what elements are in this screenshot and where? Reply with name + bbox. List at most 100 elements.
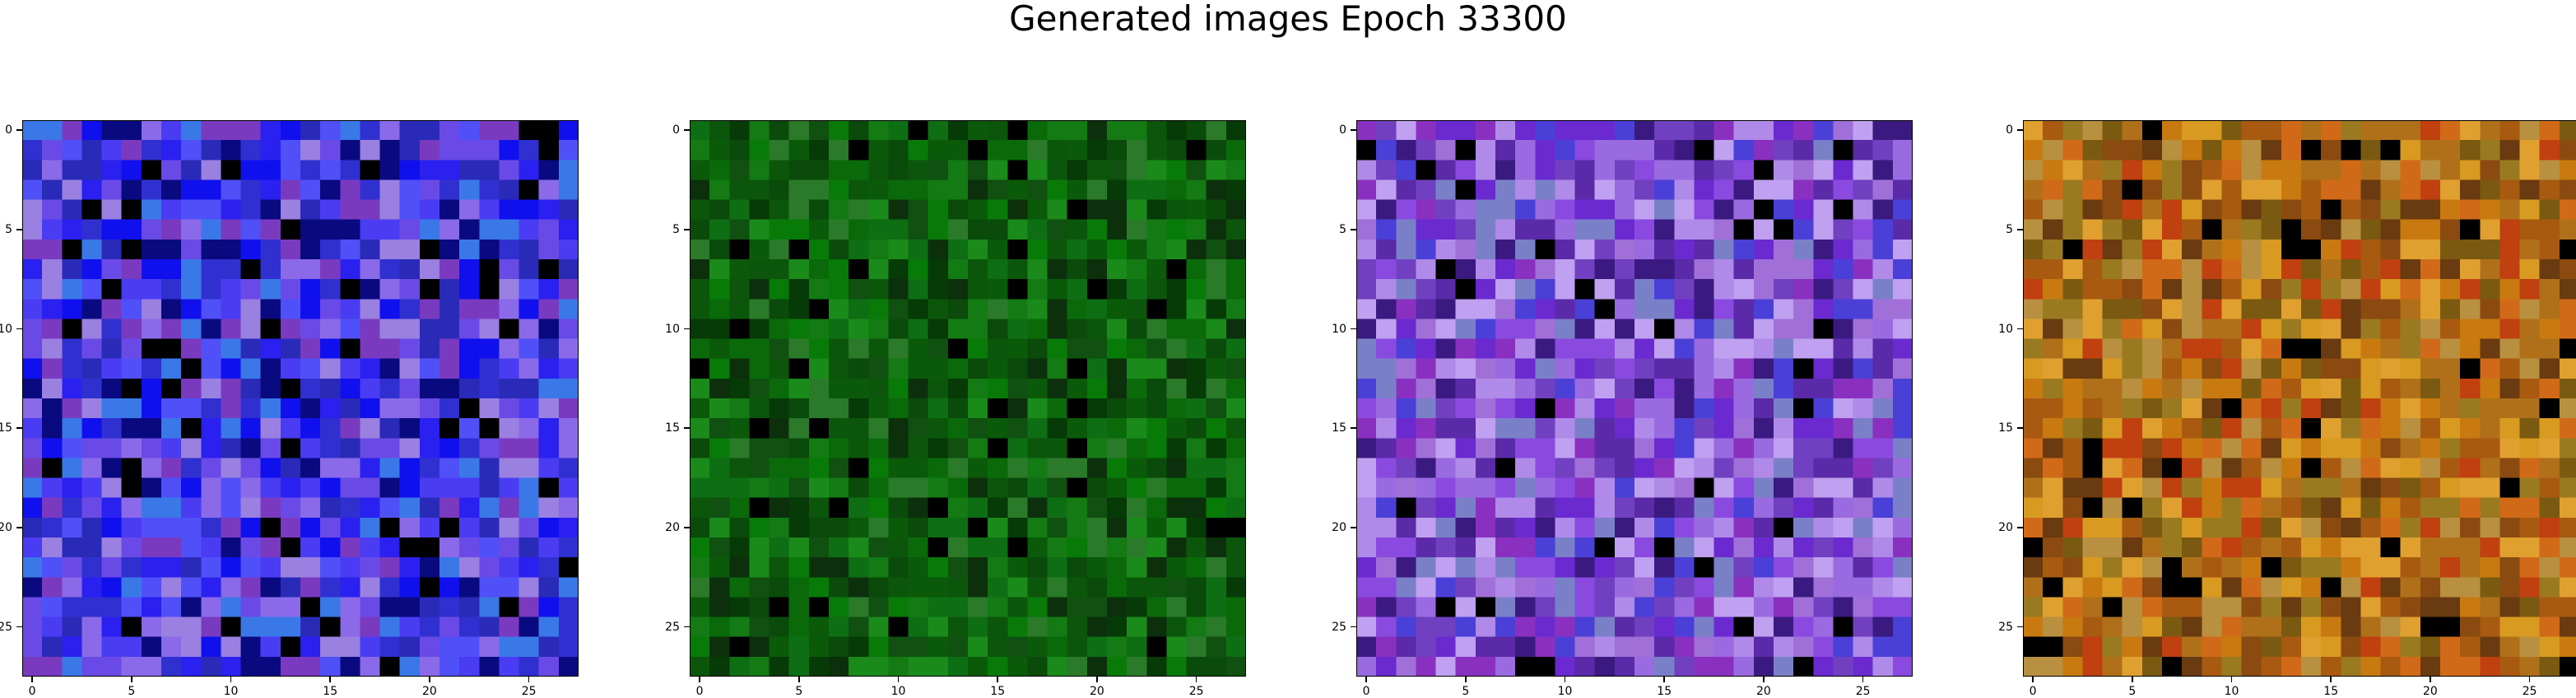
x-tick: [997, 677, 998, 682]
x-tick-label: 5: [1462, 685, 1470, 698]
y-tick: [1351, 129, 1356, 131]
axes-frame: [690, 120, 1246, 677]
y-tick: [684, 427, 690, 429]
x-tick-label: 25: [2522, 685, 2537, 698]
x-tick-label: 20: [2423, 685, 2438, 698]
x-tick-label: 20: [422, 685, 437, 698]
x-tick: [2528, 677, 2531, 682]
y-tick-label: 15: [1332, 421, 1346, 435]
axes-frame: [1356, 120, 1913, 677]
axes-frame: [22, 120, 579, 677]
y-tick-label: 5: [5, 222, 12, 236]
y-tick: [2017, 527, 2023, 528]
x-tick: [1365, 677, 1367, 682]
x-tick: [1862, 677, 1864, 682]
y-tick-label: 20: [1998, 520, 2013, 534]
y-tick: [1351, 229, 1356, 230]
y-tick: [16, 527, 22, 528]
y-tick: [684, 328, 690, 330]
y-tick-label: 20: [1332, 520, 1346, 534]
y-tick-label: 5: [672, 222, 680, 236]
y-tick-label: 5: [1339, 222, 1346, 236]
y-tick-label: 10: [1998, 322, 2013, 336]
y-tick: [1351, 427, 1356, 429]
y-tick-label: 0: [672, 123, 680, 137]
x-tick-label: 5: [2128, 685, 2137, 698]
x-tick: [2032, 677, 2034, 682]
y-tick-label: 10: [0, 322, 12, 336]
x-tick-label: 0: [2029, 685, 2037, 698]
x-tick: [798, 677, 800, 682]
x-tick-label: 0: [1362, 685, 1370, 698]
x-tick-label: 20: [1756, 685, 1771, 698]
y-tick: [16, 129, 22, 131]
x-tick: [429, 677, 430, 682]
generated-image-panel: 0 0 5 5 10 10 15 15 20 20 25 25: [1332, 120, 1913, 697]
x-tick: [131, 677, 133, 682]
generated-image-panel: 0 0 5 5 10 10 15 15 20 20 25 25: [1998, 120, 2576, 697]
x-tick-label: 15: [2323, 685, 2339, 698]
y-tick: [16, 328, 22, 330]
x-tick: [1195, 677, 1197, 682]
y-tick-label: 10: [665, 322, 680, 336]
x-tick: [699, 677, 700, 682]
y-tick-label: 10: [1332, 322, 1346, 336]
x-tick-label: 0: [28, 685, 36, 698]
x-tick: [2430, 677, 2431, 682]
x-tick: [1096, 677, 1098, 682]
figure-title: Generated images Epoch 33300: [1009, 0, 1567, 39]
x-tick-label: 10: [1557, 685, 1573, 698]
y-tick-label: 20: [665, 520, 680, 534]
y-tick-label: 0: [5, 123, 12, 137]
y-tick-label: 0: [2006, 123, 2013, 137]
y-tick: [684, 626, 690, 628]
x-tick-label: 5: [128, 685, 136, 698]
y-tick: [16, 626, 22, 628]
x-tick-label: 15: [323, 685, 338, 698]
y-tick: [684, 229, 690, 230]
x-tick: [528, 677, 530, 682]
x-tick-label: 15: [1657, 685, 1672, 698]
y-tick-label: 25: [665, 620, 680, 634]
y-tick-label: 5: [2006, 222, 2013, 236]
generated-image-panel: 0 0 5 5 10 10 15 15 20 20 25 25: [665, 120, 1246, 697]
y-tick-label: 25: [1332, 620, 1346, 634]
x-tick: [1564, 677, 1566, 682]
x-tick: [1763, 677, 1765, 682]
y-tick: [1351, 626, 1356, 628]
y-tick: [684, 527, 690, 528]
x-tick: [2230, 677, 2233, 682]
y-tick: [1351, 328, 1356, 330]
y-tick: [2017, 328, 2023, 330]
generated-image: [1356, 120, 1913, 677]
x-tick-label: 10: [890, 685, 906, 698]
generated-image: [2023, 120, 2576, 677]
x-tick-label: 10: [223, 685, 239, 698]
y-tick: [2017, 427, 2023, 429]
x-tick-label: 25: [521, 685, 537, 698]
x-tick: [31, 677, 33, 682]
axes-frame: [2023, 120, 2576, 677]
y-tick: [16, 427, 22, 429]
x-tick: [2330, 677, 2332, 682]
x-tick: [1465, 677, 1467, 682]
x-tick: [2132, 677, 2133, 682]
x-tick-label: 15: [990, 685, 1006, 698]
x-tick: [230, 677, 232, 682]
y-tick: [2017, 626, 2023, 628]
y-tick-label: 25: [1998, 620, 2013, 634]
y-tick: [2017, 129, 2023, 131]
y-tick-label: 15: [0, 421, 12, 435]
x-tick-label: 5: [795, 685, 803, 698]
y-tick-label: 25: [0, 620, 12, 634]
x-tick-label: 25: [1855, 685, 1871, 698]
x-tick-label: 20: [1090, 685, 1104, 698]
y-tick: [16, 229, 22, 230]
x-tick: [329, 677, 331, 682]
x-tick: [897, 677, 900, 682]
x-tick: [1663, 677, 1665, 682]
generated-image: [690, 120, 1246, 677]
y-tick: [1351, 527, 1356, 528]
y-tick: [2017, 229, 2023, 230]
generated-image: [22, 120, 579, 677]
